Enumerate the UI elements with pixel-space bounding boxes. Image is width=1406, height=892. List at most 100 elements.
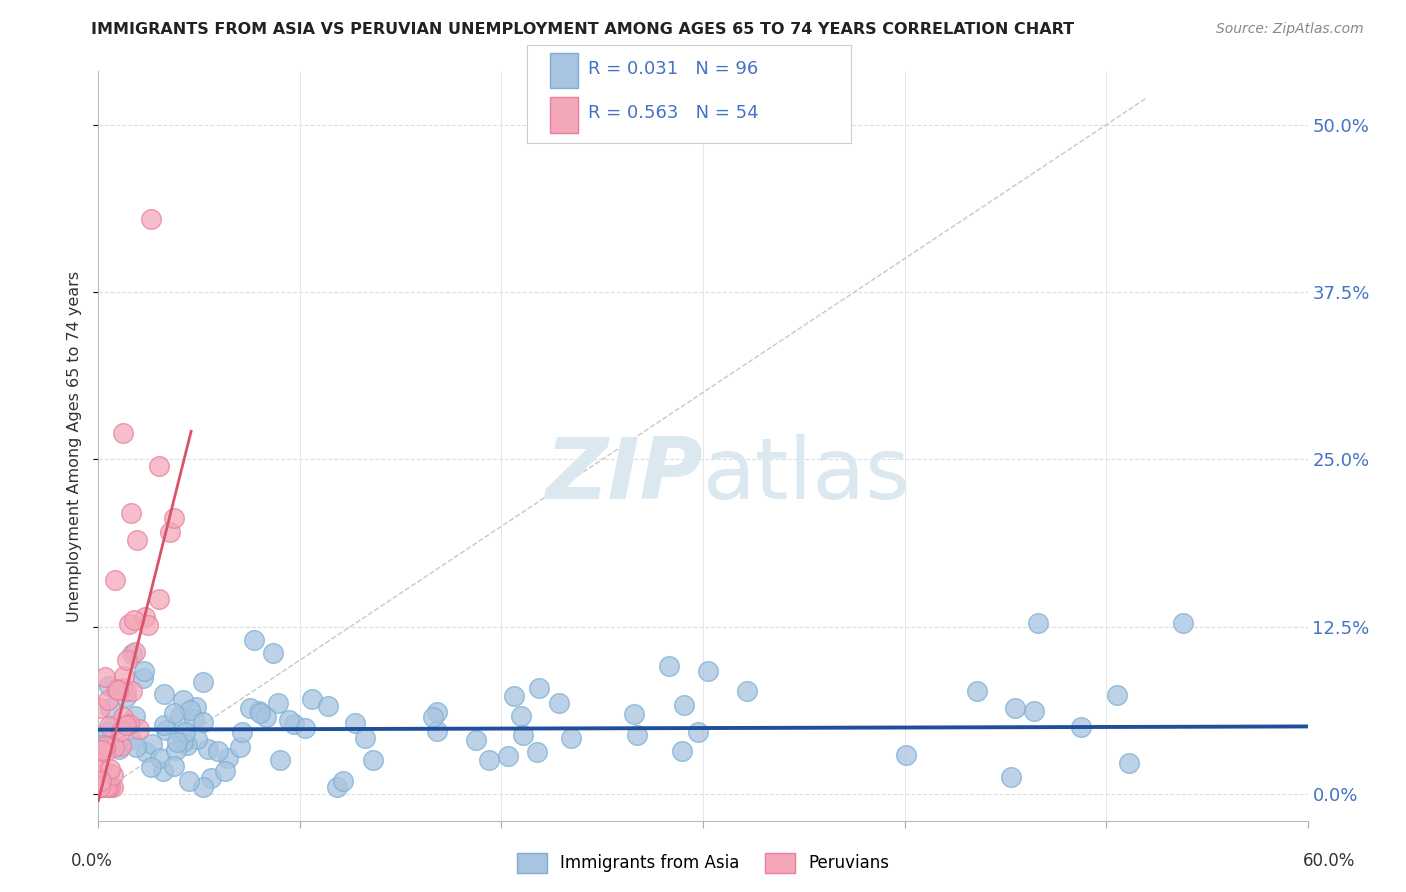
Point bbox=[163, 758, 186, 772]
Point bbox=[98, 679, 121, 693]
Point bbox=[152, 764, 174, 778]
Point bbox=[179, 704, 201, 718]
Point bbox=[332, 774, 354, 789]
Point bbox=[169, 708, 191, 723]
Point bbox=[118, 616, 141, 631]
Point bbox=[177, 773, 200, 788]
Point bbox=[269, 753, 291, 767]
Point bbox=[121, 647, 143, 661]
Point bbox=[110, 739, 132, 753]
Point bbox=[560, 731, 582, 745]
Point bbox=[101, 780, 124, 795]
Point bbox=[512, 728, 534, 742]
Point bbox=[89, 780, 111, 795]
Point bbox=[153, 687, 176, 701]
Point bbox=[503, 689, 526, 703]
Point bbox=[152, 718, 174, 732]
Point bbox=[422, 709, 444, 723]
Point bbox=[112, 669, 135, 683]
Point bbox=[163, 511, 186, 525]
Point bbox=[103, 768, 125, 782]
Point bbox=[97, 719, 120, 733]
Point bbox=[107, 682, 129, 697]
Point bbox=[98, 763, 121, 777]
Point bbox=[107, 741, 129, 756]
Point bbox=[214, 764, 236, 778]
Point bbox=[94, 739, 117, 753]
Point bbox=[98, 780, 121, 795]
Point bbox=[120, 506, 142, 520]
Point bbox=[89, 761, 111, 775]
Point bbox=[197, 742, 219, 756]
Point bbox=[426, 723, 449, 738]
Point bbox=[207, 744, 229, 758]
Point bbox=[1022, 704, 1045, 718]
Point bbox=[89, 780, 111, 795]
Point bbox=[217, 751, 239, 765]
Point bbox=[131, 672, 153, 686]
Point bbox=[1004, 700, 1026, 714]
Point bbox=[125, 533, 148, 547]
Point bbox=[159, 524, 181, 539]
Point bbox=[112, 709, 135, 723]
Point bbox=[1118, 756, 1140, 770]
Text: IMMIGRANTS FROM ASIA VS PERUVIAN UNEMPLOYMENT AMONG AGES 65 TO 74 YEARS CORRELAT: IMMIGRANTS FROM ASIA VS PERUVIAN UNEMPLO… bbox=[91, 22, 1074, 37]
Point bbox=[172, 693, 194, 707]
Point bbox=[301, 692, 323, 706]
Point bbox=[426, 706, 449, 720]
Point bbox=[94, 745, 117, 759]
Point bbox=[966, 683, 988, 698]
Text: R = 0.563   N = 54: R = 0.563 N = 54 bbox=[588, 104, 758, 122]
Point bbox=[111, 681, 134, 695]
Point bbox=[148, 458, 170, 473]
Point bbox=[247, 704, 270, 718]
Point bbox=[117, 717, 139, 731]
Point bbox=[294, 722, 316, 736]
Point bbox=[671, 744, 693, 758]
Point bbox=[134, 610, 156, 624]
Point bbox=[89, 780, 111, 795]
Point bbox=[527, 681, 550, 695]
Point bbox=[93, 780, 115, 795]
Point bbox=[124, 709, 146, 723]
Point bbox=[243, 633, 266, 648]
Point bbox=[697, 664, 720, 678]
Point bbox=[89, 780, 111, 795]
Point bbox=[896, 747, 918, 762]
Point bbox=[262, 646, 284, 660]
Point bbox=[125, 739, 148, 754]
Point bbox=[200, 771, 222, 785]
Point bbox=[496, 749, 519, 764]
Point bbox=[90, 773, 112, 788]
Point bbox=[138, 618, 160, 632]
Text: 0.0%: 0.0% bbox=[70, 852, 112, 870]
Point bbox=[104, 681, 127, 696]
Text: Source: ZipAtlas.com: Source: ZipAtlas.com bbox=[1216, 22, 1364, 37]
Point bbox=[174, 725, 197, 739]
Point bbox=[89, 780, 111, 795]
Point bbox=[510, 709, 533, 723]
Point bbox=[256, 709, 278, 723]
Point bbox=[97, 780, 120, 795]
Point bbox=[122, 613, 145, 627]
Point bbox=[231, 725, 253, 739]
Point bbox=[96, 780, 118, 795]
Point bbox=[94, 670, 117, 684]
Point bbox=[124, 645, 146, 659]
Point bbox=[344, 715, 367, 730]
Point bbox=[191, 715, 214, 730]
Point bbox=[278, 713, 301, 727]
Point bbox=[115, 684, 138, 698]
Point bbox=[132, 664, 155, 678]
Point bbox=[673, 698, 696, 712]
Point bbox=[96, 777, 118, 791]
Point bbox=[325, 780, 347, 795]
Point bbox=[526, 745, 548, 759]
Text: ZIP: ZIP bbox=[546, 434, 703, 517]
Point bbox=[626, 728, 648, 742]
Point bbox=[686, 725, 709, 739]
Point bbox=[191, 674, 214, 689]
Point bbox=[1000, 770, 1022, 784]
Point bbox=[128, 723, 150, 737]
Point bbox=[238, 701, 260, 715]
